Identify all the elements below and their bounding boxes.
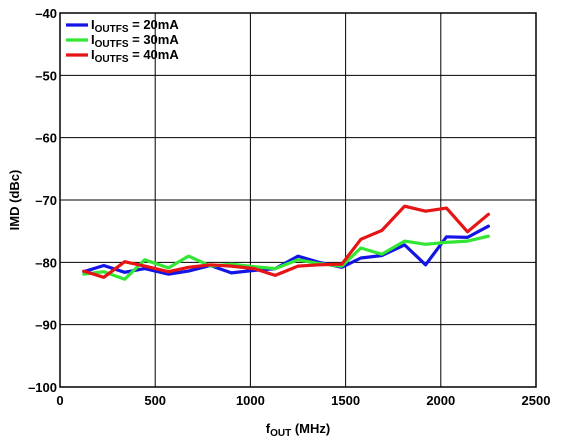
legend-label-2: IOUTFS = 30mA xyxy=(91,32,179,50)
y-tick-label: –40 xyxy=(35,6,57,21)
x-axis-title: fOUT (MHz) xyxy=(266,421,330,439)
y-tick-label: –60 xyxy=(35,131,57,146)
y-tick-label: –50 xyxy=(35,68,57,83)
series-line-1 xyxy=(82,224,490,276)
legend-label-suffix: = 30mA xyxy=(129,32,180,47)
y-tick-labels: –100 –90 –80 –70 –60 –50 –40 xyxy=(28,6,57,395)
x-axis-title-main: f xyxy=(266,421,271,436)
y-axis-title: IMD (dBc) xyxy=(7,170,22,231)
y-tick-label: –90 xyxy=(35,318,57,333)
x-tick-labels: 0 500 1000 1500 2000 2500 xyxy=(56,393,550,408)
x-tick-label: 2000 xyxy=(426,393,455,408)
x-tick-label: 500 xyxy=(144,393,166,408)
plot-frame xyxy=(59,12,537,388)
legend-label-suffix: = 20mA xyxy=(129,17,180,32)
series-lines xyxy=(82,204,490,281)
legend-label-3: IOUTFS = 40mA xyxy=(91,47,179,65)
x-tick-label: 0 xyxy=(56,393,63,408)
grid-lines xyxy=(60,13,536,387)
y-tick-label: –80 xyxy=(35,255,57,270)
x-tick-label: 1500 xyxy=(331,393,360,408)
legend-label-prefix: I xyxy=(91,47,95,62)
legend-label-suffix: = 40mA xyxy=(129,47,180,62)
series-line-2 xyxy=(82,234,490,281)
legend-label-1: IOUTFS = 20mA xyxy=(91,17,179,35)
legend-label-prefix: I xyxy=(91,32,95,47)
series-line-3 xyxy=(82,204,490,279)
x-axis-title-unit: (MHz) xyxy=(291,421,330,436)
x-axis-title-sub: OUT xyxy=(270,428,291,439)
legend-label-sub: OUTFS xyxy=(95,24,129,35)
legend-label-sub: OUTFS xyxy=(95,39,129,50)
x-tick-label: 2500 xyxy=(522,393,551,408)
y-tick-label: –100 xyxy=(28,380,57,395)
y-tick-label: –70 xyxy=(35,193,57,208)
x-tick-label: 1000 xyxy=(236,393,265,408)
legend-label-sub: OUTFS xyxy=(95,54,129,65)
legend-label-prefix: I xyxy=(91,17,95,32)
